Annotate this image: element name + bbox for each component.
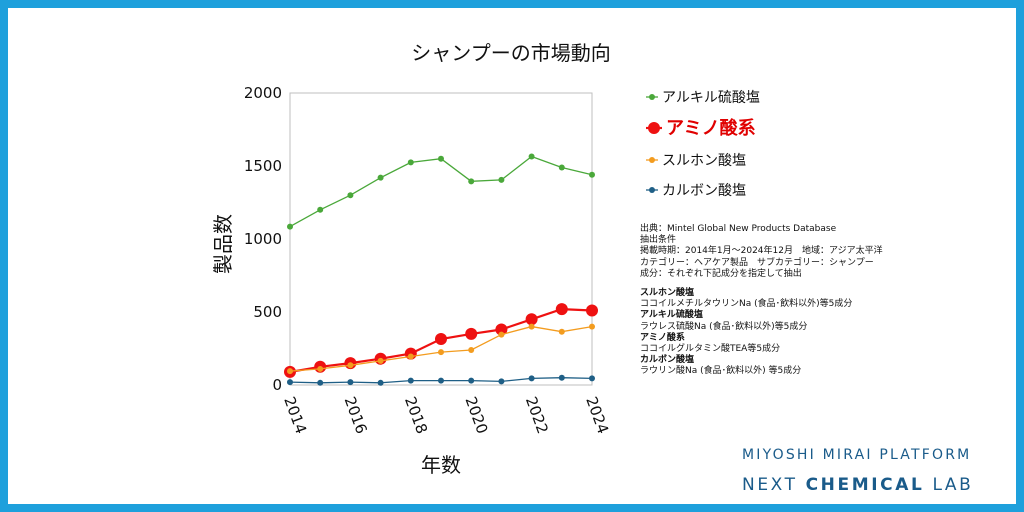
brand-platform: MIYOSHI MIRAI PLATFORM (742, 447, 972, 463)
data-point (589, 323, 595, 330)
y-tick-label: 0 (272, 376, 282, 394)
data-point (287, 379, 293, 386)
y-axis-title: 製品数 (211, 214, 235, 274)
x-tick-label: 2016 (341, 394, 371, 436)
group-desc: ラウレス硫酸Na (食品･飲料以外)等5成分 (640, 321, 808, 332)
data-point (558, 328, 565, 335)
data-point (317, 206, 324, 213)
legend-label: スルホン酸塩 (662, 153, 746, 169)
conditions-title: 抽出条件 (640, 235, 677, 246)
chart-title: シャンプーの市場動向 (411, 41, 610, 65)
x-tick-label: 2018 (401, 394, 431, 436)
brand-lab: NEXT CHEMICAL LAB (742, 475, 973, 495)
data-point (407, 159, 414, 166)
group-desc: ココイルグルタミン酸TEA等5成分 (640, 344, 781, 355)
group-name: スルホン酸塩 (640, 288, 695, 299)
series-group (287, 153, 595, 230)
legend-label: アルキル硫酸塩 (662, 90, 760, 106)
period-line: 掲載時期：2014年1月～2024年12月 地域：アジア太平洋 (640, 246, 883, 257)
data-point (498, 378, 505, 385)
data-point (287, 223, 293, 230)
series-group (287, 323, 595, 375)
group-name: カルボン酸塩 (640, 355, 695, 366)
group-name: アミノ酸系 (640, 332, 685, 343)
data-point (558, 164, 565, 171)
data-point (468, 377, 475, 384)
legend-marker (648, 122, 660, 134)
brand-lab-bold: CHEMICAL (805, 475, 925, 495)
group-name: アルキル硫酸塩 (640, 310, 703, 321)
series-group (284, 303, 598, 378)
source-notes: 出典：Mintel Global New Products Database 抽… (640, 224, 1000, 378)
legend-label: カルボン酸塩 (662, 183, 746, 199)
data-point (528, 323, 535, 330)
series-line (289, 155, 593, 228)
legend-label: アミノ酸系 (666, 117, 756, 139)
x-axis-ticks: 2014 2016 2018 2020 2022 2024 (280, 394, 612, 436)
data-point (498, 176, 505, 183)
data-point (438, 377, 444, 384)
y-tick-label: 1000 (244, 230, 282, 248)
data-point (317, 379, 324, 386)
shampoo-market-chart: シャンプーの市場動向 0 500 1000 1500 2000 2014 2016 2018… (211, 41, 760, 477)
data-point (558, 374, 565, 381)
group-desc: ラウリン酸Na (食品･飲料以外) 等5成分 (640, 366, 802, 377)
data-point (287, 368, 293, 375)
data-point (468, 178, 475, 185)
data-point (555, 303, 568, 316)
brand-lab-suffix: LAB (932, 475, 974, 495)
x-tick-label: 2020 (461, 394, 491, 436)
plot-area (289, 92, 593, 386)
data-point (407, 353, 414, 360)
legend-marker (649, 94, 655, 100)
data-point (465, 327, 478, 340)
group-desc: ココイルメチルタウリンNa (食品･飲料以外)等5成分 (640, 299, 853, 310)
data-point (347, 192, 354, 199)
source-line: 出典：Mintel Global New Products Database (640, 224, 837, 234)
data-point (586, 304, 598, 317)
data-point (589, 171, 595, 178)
legend-marker (649, 157, 655, 163)
data-point (528, 375, 535, 382)
ingredients-line: 成分：それぞれ下記成分を指定して抽出 (640, 268, 802, 279)
data-point (528, 153, 535, 160)
y-axis-ticks: 0 500 1000 1500 2000 (244, 84, 282, 394)
x-tick-label: 2024 (582, 394, 612, 436)
y-tick-label: 1500 (244, 157, 282, 175)
data-point (407, 377, 414, 384)
data-point (377, 357, 384, 364)
data-point (435, 333, 447, 346)
x-axis-title: 年数 (421, 453, 461, 477)
data-point (438, 155, 444, 162)
data-point (589, 375, 595, 382)
x-tick-label: 2014 (280, 394, 310, 436)
data-point (498, 331, 505, 338)
legend-marker (649, 187, 655, 193)
x-tick-label: 2022 (522, 394, 552, 436)
chart-frame: シャンプーの市場動向 0 500 1000 1500 2000 2014 2016 2018… (8, 8, 1016, 504)
data-point (347, 362, 354, 369)
brand-lab-prefix: NEXT (742, 475, 798, 495)
data-point (525, 313, 538, 326)
series-group (287, 374, 595, 386)
data-point (377, 379, 384, 386)
category-line: カテゴリー：ヘアケア製品 サブカテゴリー：シャンプー (640, 257, 874, 268)
data-point (347, 379, 354, 386)
data-point (468, 346, 475, 353)
series-layer (284, 153, 598, 386)
data-point (317, 365, 324, 372)
data-point (495, 323, 508, 336)
data-point (377, 174, 384, 181)
y-tick-label: 500 (253, 303, 282, 321)
data-point (438, 349, 444, 356)
y-tick-label: 2000 (244, 84, 282, 102)
